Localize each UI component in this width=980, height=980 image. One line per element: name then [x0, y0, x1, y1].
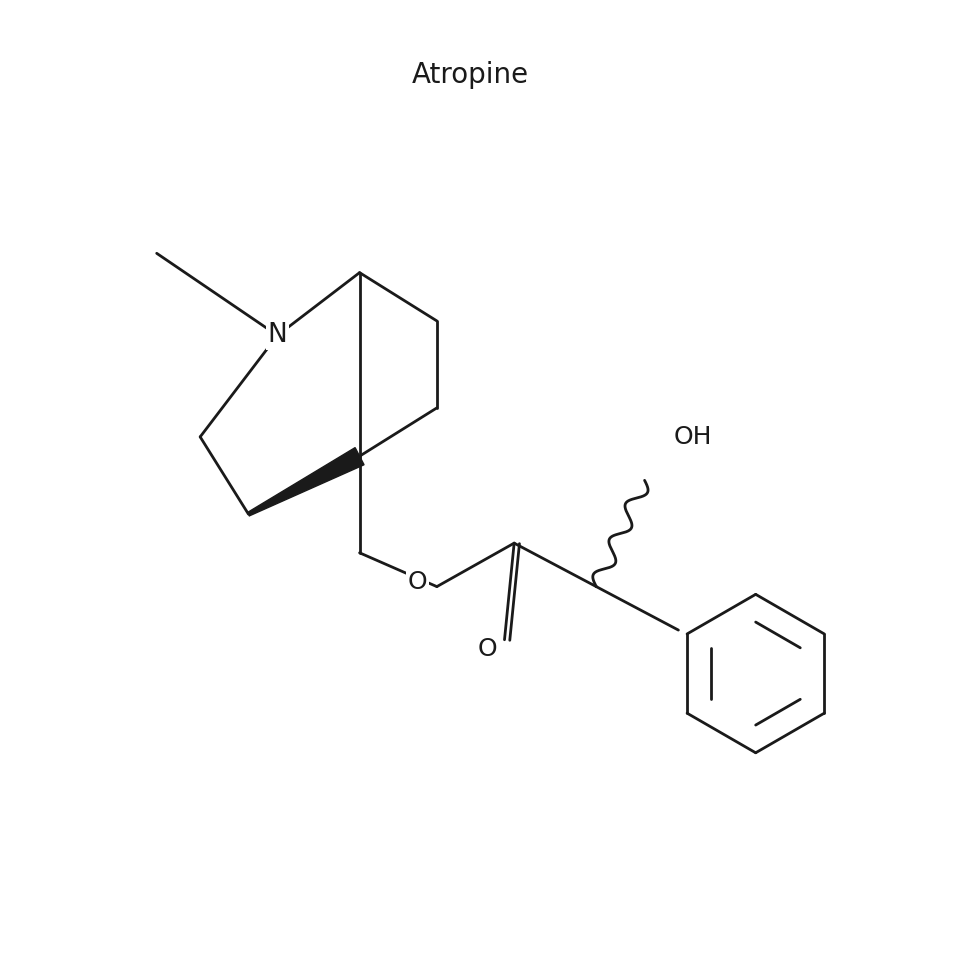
Text: O: O: [408, 569, 427, 594]
Text: Atropine: Atropine: [413, 61, 529, 88]
Text: N: N: [268, 322, 287, 349]
Text: OH: OH: [673, 425, 712, 449]
Text: O: O: [477, 637, 497, 662]
Polygon shape: [248, 448, 364, 515]
